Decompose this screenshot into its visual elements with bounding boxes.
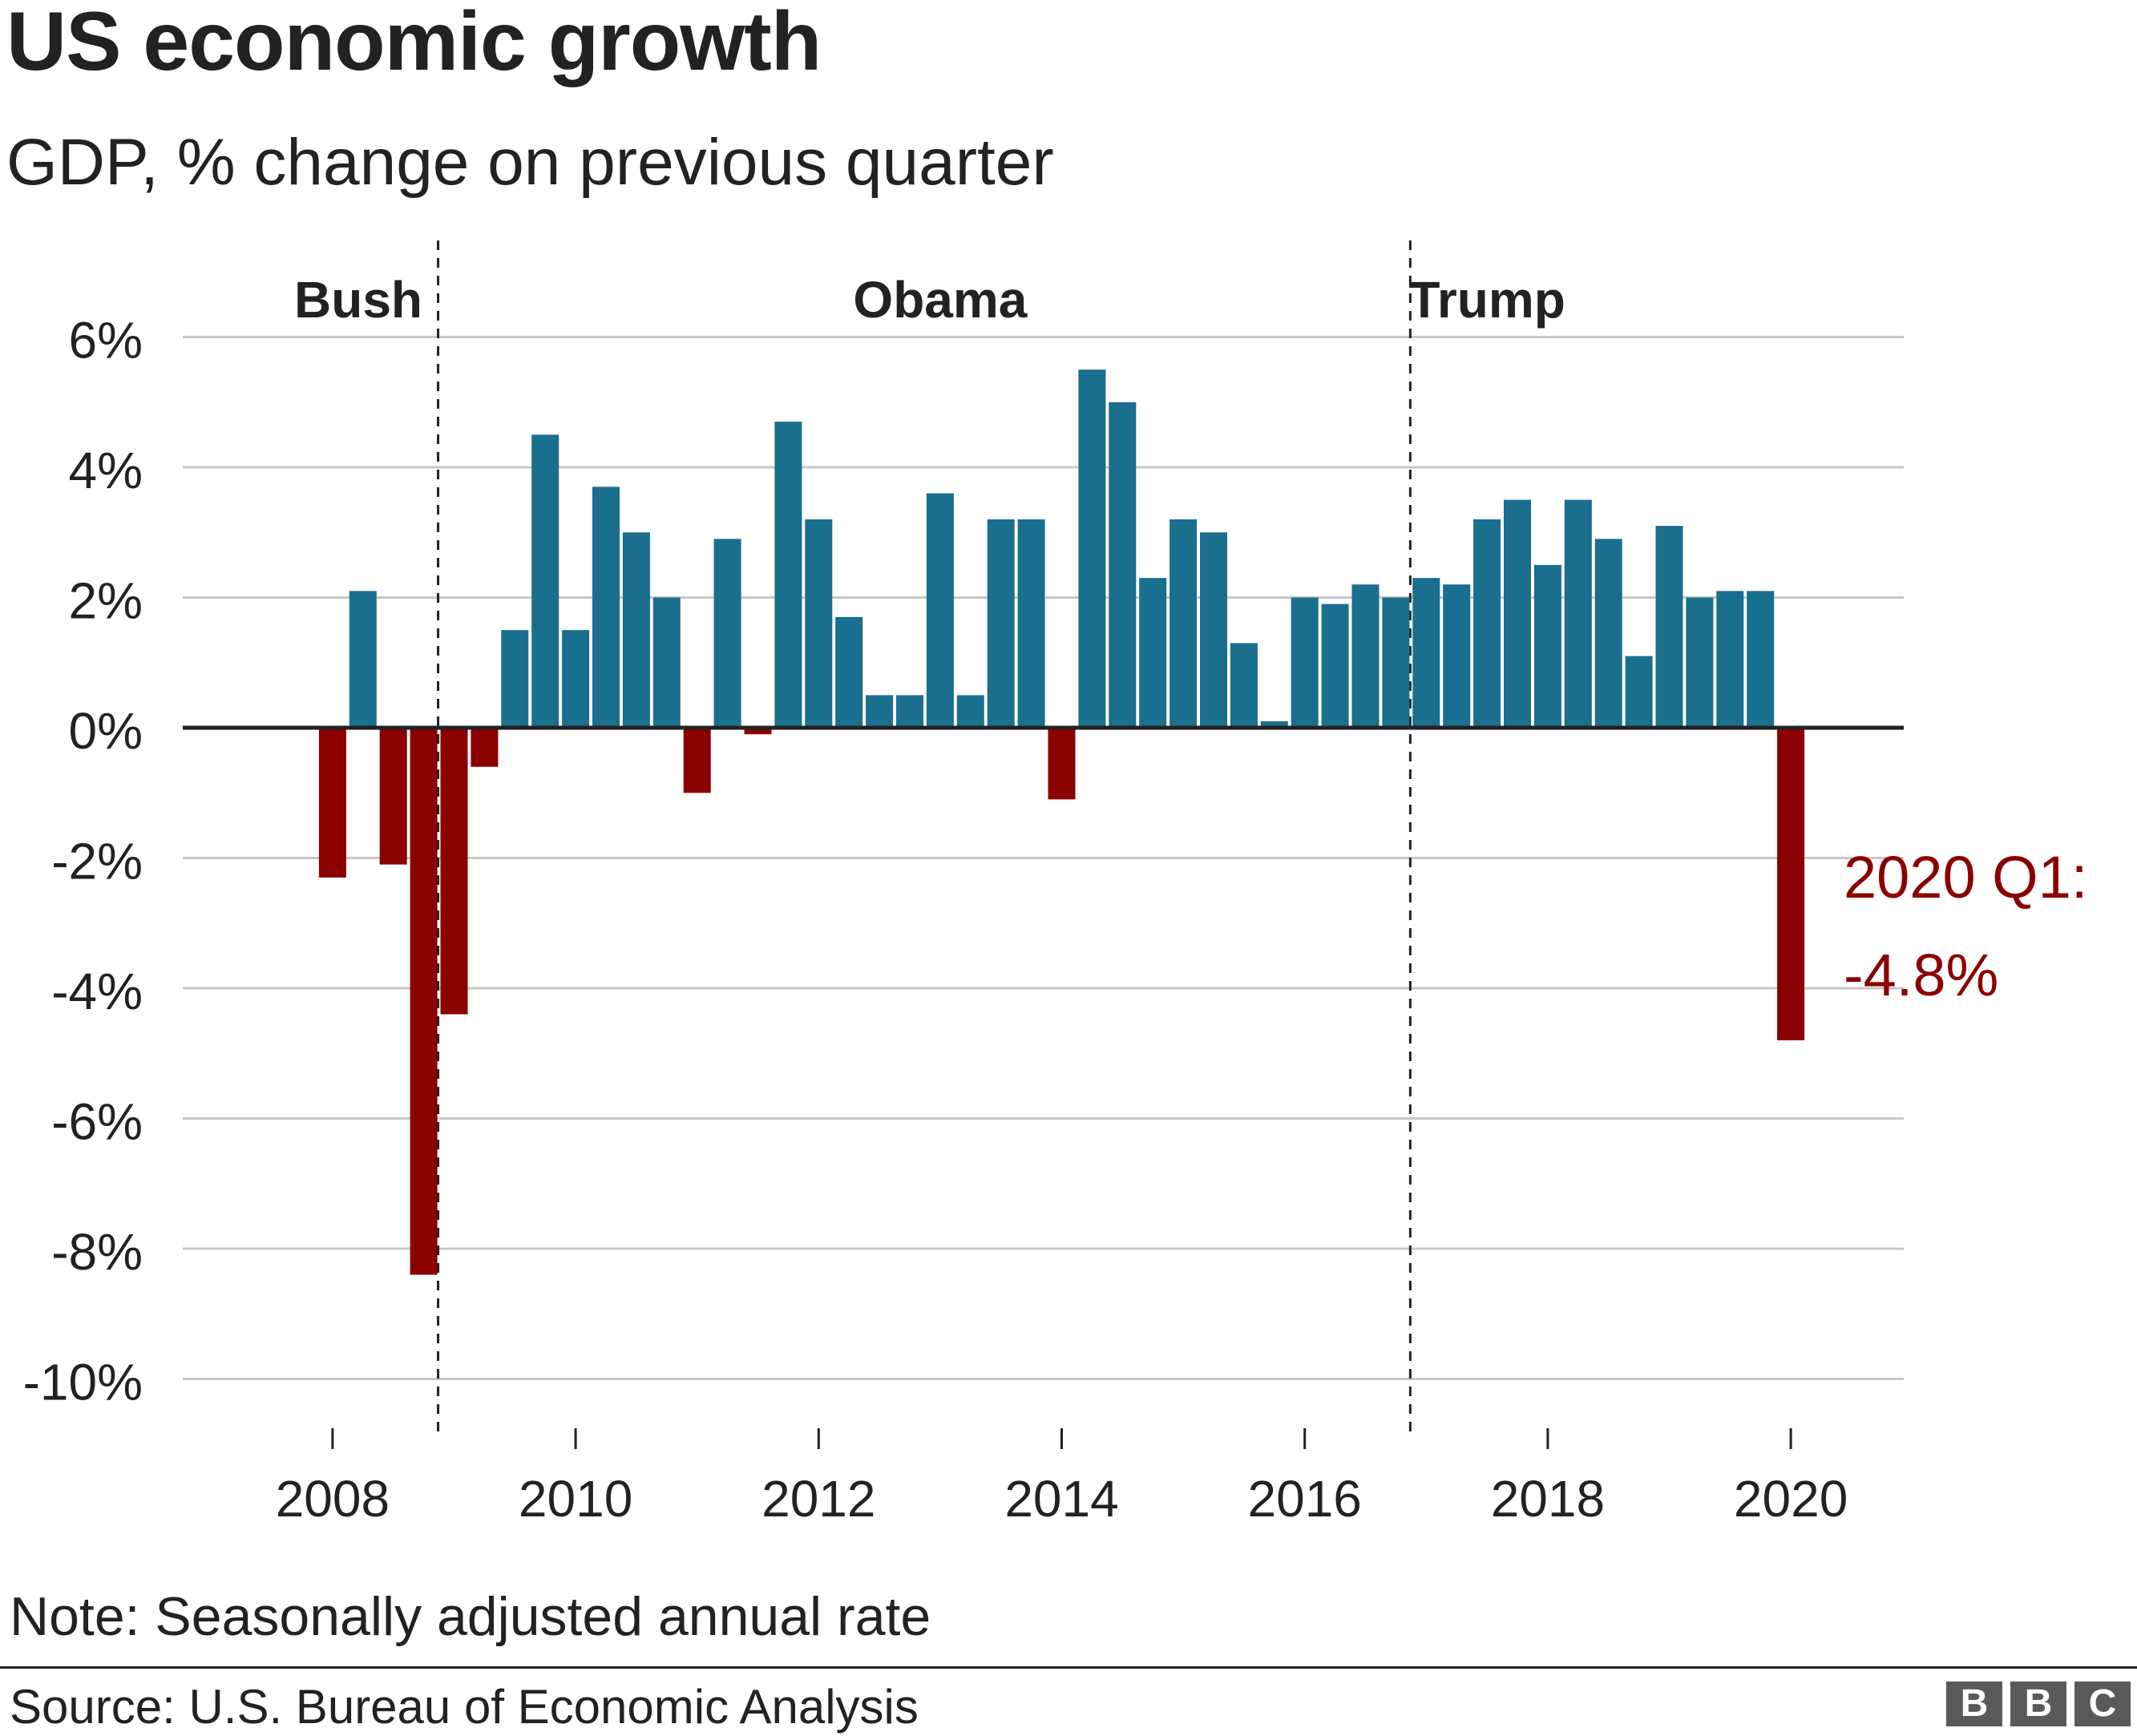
y-tick-label: 4% xyxy=(69,442,143,499)
gdp-bar xyxy=(1412,578,1440,728)
gdp-bar xyxy=(592,486,620,728)
gdp-bar xyxy=(1321,604,1349,728)
gdp-bar xyxy=(713,539,741,728)
gdp-bar xyxy=(1594,539,1622,728)
gdp-bar xyxy=(1200,532,1227,728)
gdp-bar xyxy=(987,519,1015,728)
bars xyxy=(318,369,1805,1275)
annotation-2020-q1: 2020 Q1: -4.8% xyxy=(1844,844,2087,1008)
y-axis-labels: 6% 4% 2% 0% -2% -4% -6% -8% -10% xyxy=(23,312,143,1411)
y-tick-label: 0% xyxy=(69,702,143,760)
presidency-dividers xyxy=(437,240,1412,1436)
gdp-bar xyxy=(1625,656,1653,728)
gdp-bar xyxy=(774,422,802,728)
gdp-bar xyxy=(1564,499,1592,728)
chart-note: Note: Seasonally adjusted annual rate xyxy=(10,1586,931,1647)
gdp-bar xyxy=(1078,369,1106,728)
gdp-bar xyxy=(1351,584,1380,728)
x-tick-label: 2016 xyxy=(1248,1470,1362,1528)
gdp-bar xyxy=(896,695,923,728)
x-tick-label: 2020 xyxy=(1734,1470,1848,1528)
gdp-bar xyxy=(956,695,984,728)
bbc-logo-block-1: B xyxy=(1946,1681,2002,1726)
x-axis-ticks: 2008 2010 2012 2014 2016 2018 2020 xyxy=(276,1428,1848,1528)
gdp-bar xyxy=(1291,597,1319,728)
y-tick-label: -4% xyxy=(51,963,143,1020)
footer-divider xyxy=(0,1666,2137,1669)
gdp-bar xyxy=(1048,728,1076,800)
presidency-label: Obama xyxy=(853,271,1027,329)
gdp-bar xyxy=(926,493,954,728)
gdp-bar xyxy=(1230,643,1258,728)
gdp-bar xyxy=(835,616,863,728)
gdp-bar xyxy=(1655,526,1683,728)
chart-source: Source: U.S. Bureau of Economic Analysis xyxy=(10,1680,919,1734)
x-tick-label: 2008 xyxy=(276,1470,390,1528)
gdp-bar-chart: 6% 4% 2% 0% -2% -4% -6% -8% -10% 2008 2010 2012 201… xyxy=(23,240,2087,1528)
y-tick-label: -2% xyxy=(51,833,143,890)
gdp-bar xyxy=(410,728,438,1275)
gdp-bar xyxy=(349,591,377,728)
bbc-logo-block-2: B xyxy=(2010,1681,2066,1726)
presidency-label: Bush xyxy=(294,271,422,329)
chart-title: US economic growth xyxy=(6,0,822,88)
gdp-bar xyxy=(1443,584,1471,728)
gdp-bar xyxy=(866,695,894,728)
gdp-bar xyxy=(744,728,772,735)
x-tick-label: 2014 xyxy=(1004,1470,1118,1528)
gdp-bar xyxy=(1686,597,1714,728)
gdp-bar xyxy=(652,597,681,728)
gdp-bar xyxy=(1109,402,1137,728)
x-tick-label: 2012 xyxy=(761,1470,875,1528)
y-tick-label: -10% xyxy=(23,1354,143,1411)
y-tick-label: 2% xyxy=(69,572,143,630)
gdp-bar xyxy=(1382,597,1410,728)
y-tick-label: 6% xyxy=(69,312,143,369)
gdp-bar xyxy=(318,728,346,878)
gdp-bar xyxy=(562,630,590,728)
annotation-line: -4.8% xyxy=(1844,942,1998,1008)
gdp-bar xyxy=(379,728,407,865)
gdp-bar xyxy=(501,630,529,728)
gdp-bar xyxy=(683,728,711,793)
bbc-logo-block-3: C xyxy=(2074,1681,2131,1726)
y-tick-label: -6% xyxy=(51,1093,143,1151)
gdp-bar xyxy=(1504,499,1531,728)
presidency-labels: Bush Obama Trump xyxy=(294,271,1565,329)
gdp-bar xyxy=(531,434,559,728)
gdp-bar xyxy=(1169,519,1198,728)
gdp-bar xyxy=(471,728,499,767)
gdp-bar xyxy=(1017,519,1045,728)
annotation-line: 2020 Q1: xyxy=(1844,844,2087,910)
chart-subtitle: GDP, % change on previous quarter xyxy=(6,126,1054,199)
x-tick-label: 2010 xyxy=(519,1470,632,1528)
gdp-bar xyxy=(805,519,833,728)
y-tick-label: -8% xyxy=(51,1223,143,1281)
gdp-bar xyxy=(1777,728,1805,1040)
gdp-bar xyxy=(1473,519,1501,728)
gdp-bar xyxy=(1260,721,1288,728)
gdp-bar xyxy=(1716,591,1744,728)
gdp-bar xyxy=(1747,591,1775,728)
gdp-bar xyxy=(1139,578,1167,728)
gdp-bar xyxy=(622,532,650,728)
presidency-label: Trump xyxy=(1408,271,1565,329)
bbc-logo: B B C xyxy=(1946,1681,2131,1726)
gdp-bar xyxy=(440,728,468,1015)
x-tick-label: 2018 xyxy=(1491,1470,1605,1528)
gdp-bar xyxy=(1533,564,1561,728)
